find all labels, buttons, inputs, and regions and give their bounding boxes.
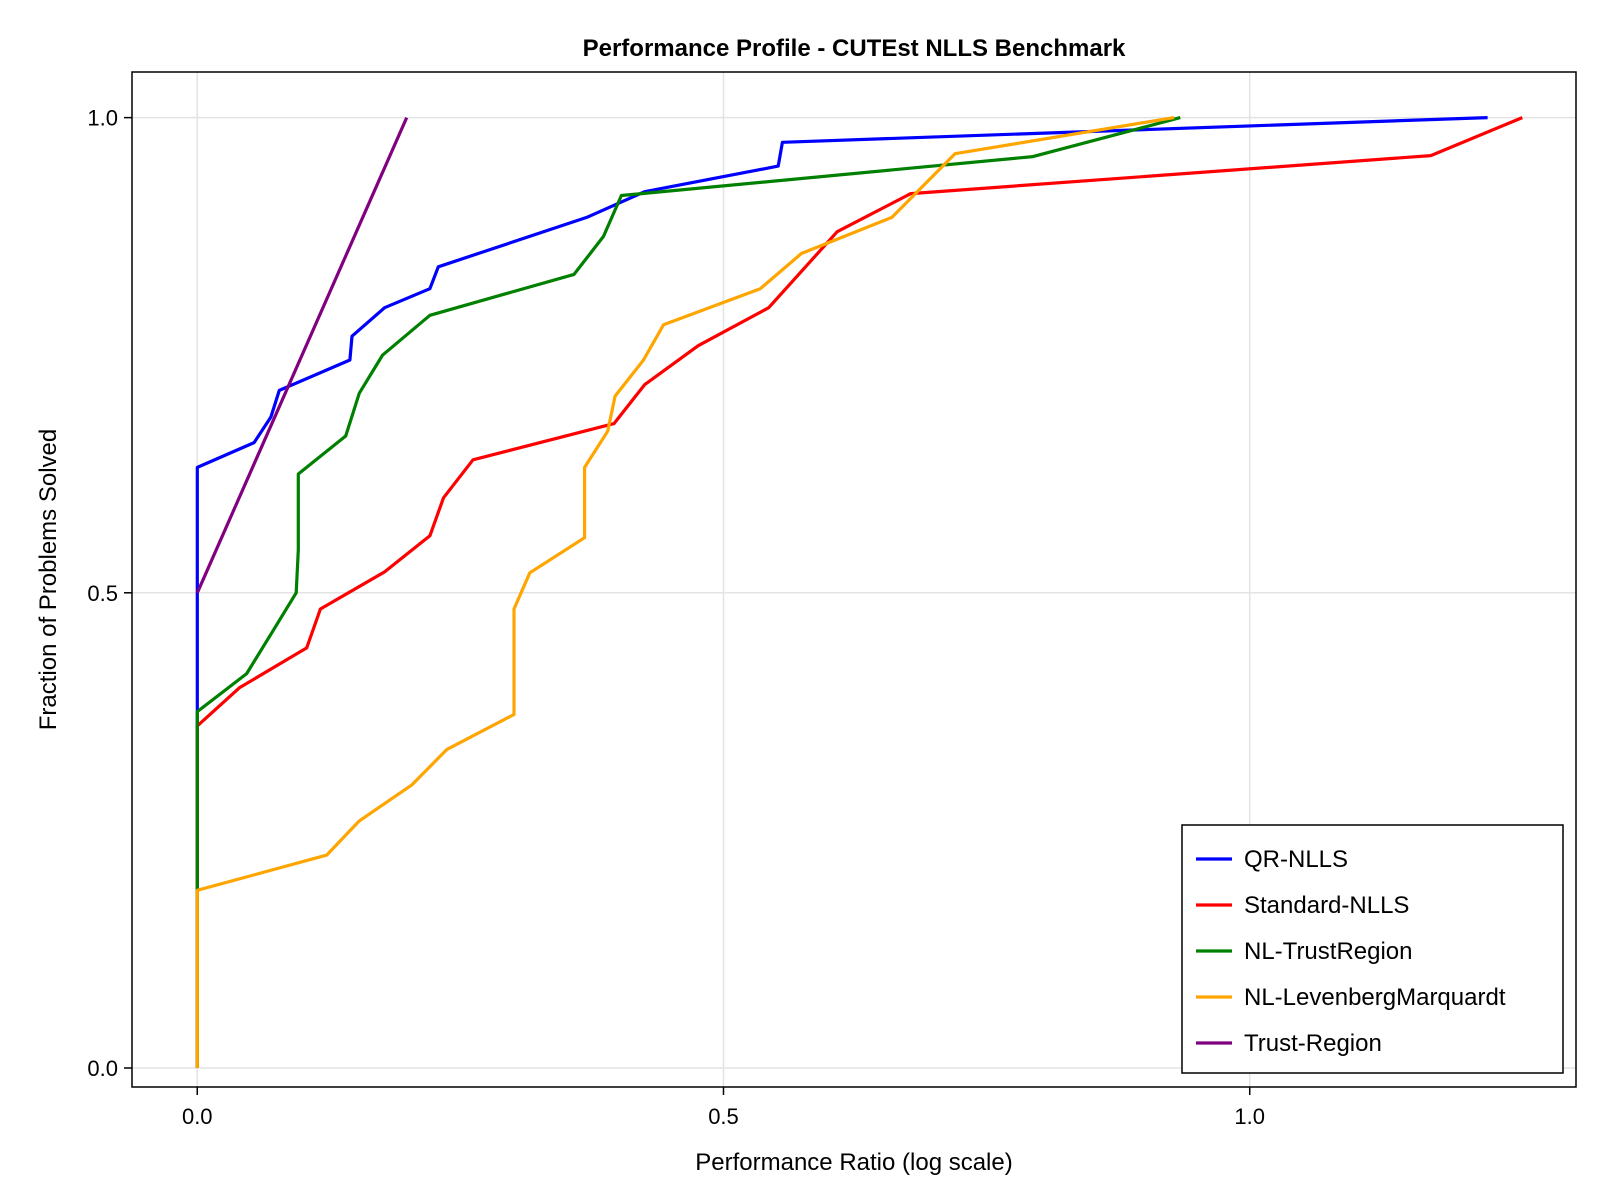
legend-label-standard-nlls: Standard-NLLS xyxy=(1244,892,1409,919)
x-tick-label: 1.0 xyxy=(1234,1104,1265,1129)
legend-label-nl-levenbergmarquardt: NL-LevenbergMarquardt xyxy=(1244,984,1506,1011)
legend-box xyxy=(1181,824,1564,1074)
series-lines xyxy=(195,116,1523,1068)
y-tick-label: 0.5 xyxy=(87,581,118,606)
legend-label-nl-trustregion: NL-TrustRegion xyxy=(1244,938,1413,965)
y-tick-label: 1.0 xyxy=(87,106,118,131)
series-line-standard-nlls xyxy=(195,116,1523,1068)
series-line-qr-nlls xyxy=(195,116,1488,1043)
series-line-trust-region xyxy=(195,116,409,594)
plot-frame xyxy=(131,71,1577,1088)
chart-title: Performance Profile - CUTEst NLLS Benchm… xyxy=(583,35,1126,62)
y-tick-label: 0.0 xyxy=(87,1056,118,1081)
legend-label-trust-region: Trust-Region xyxy=(1244,1030,1382,1057)
y-axis-title: Fraction of Problems Solved xyxy=(35,429,62,730)
legend-label-qr-nlls: QR-NLLS xyxy=(1244,846,1348,873)
series-line-nl-levenbergmarquardt xyxy=(195,116,1175,1068)
y-axis-ticks: 0.0 0.5 1.0 xyxy=(87,106,132,1081)
chart-legend: QR-NLLS Standard-NLLS NL-TrustRegion NL-Lev… xyxy=(1181,824,1564,1074)
x-axis-ticks: 0.0 0.5 1.0 xyxy=(182,1087,1265,1129)
x-tick-label: 0.0 xyxy=(182,1104,213,1129)
grid-lines xyxy=(132,72,1576,1087)
x-axis-title: Performance Ratio (log scale) xyxy=(695,1149,1012,1176)
series-line-nl-trustregion xyxy=(195,116,1181,1068)
x-tick-label: 0.5 xyxy=(708,1104,739,1129)
